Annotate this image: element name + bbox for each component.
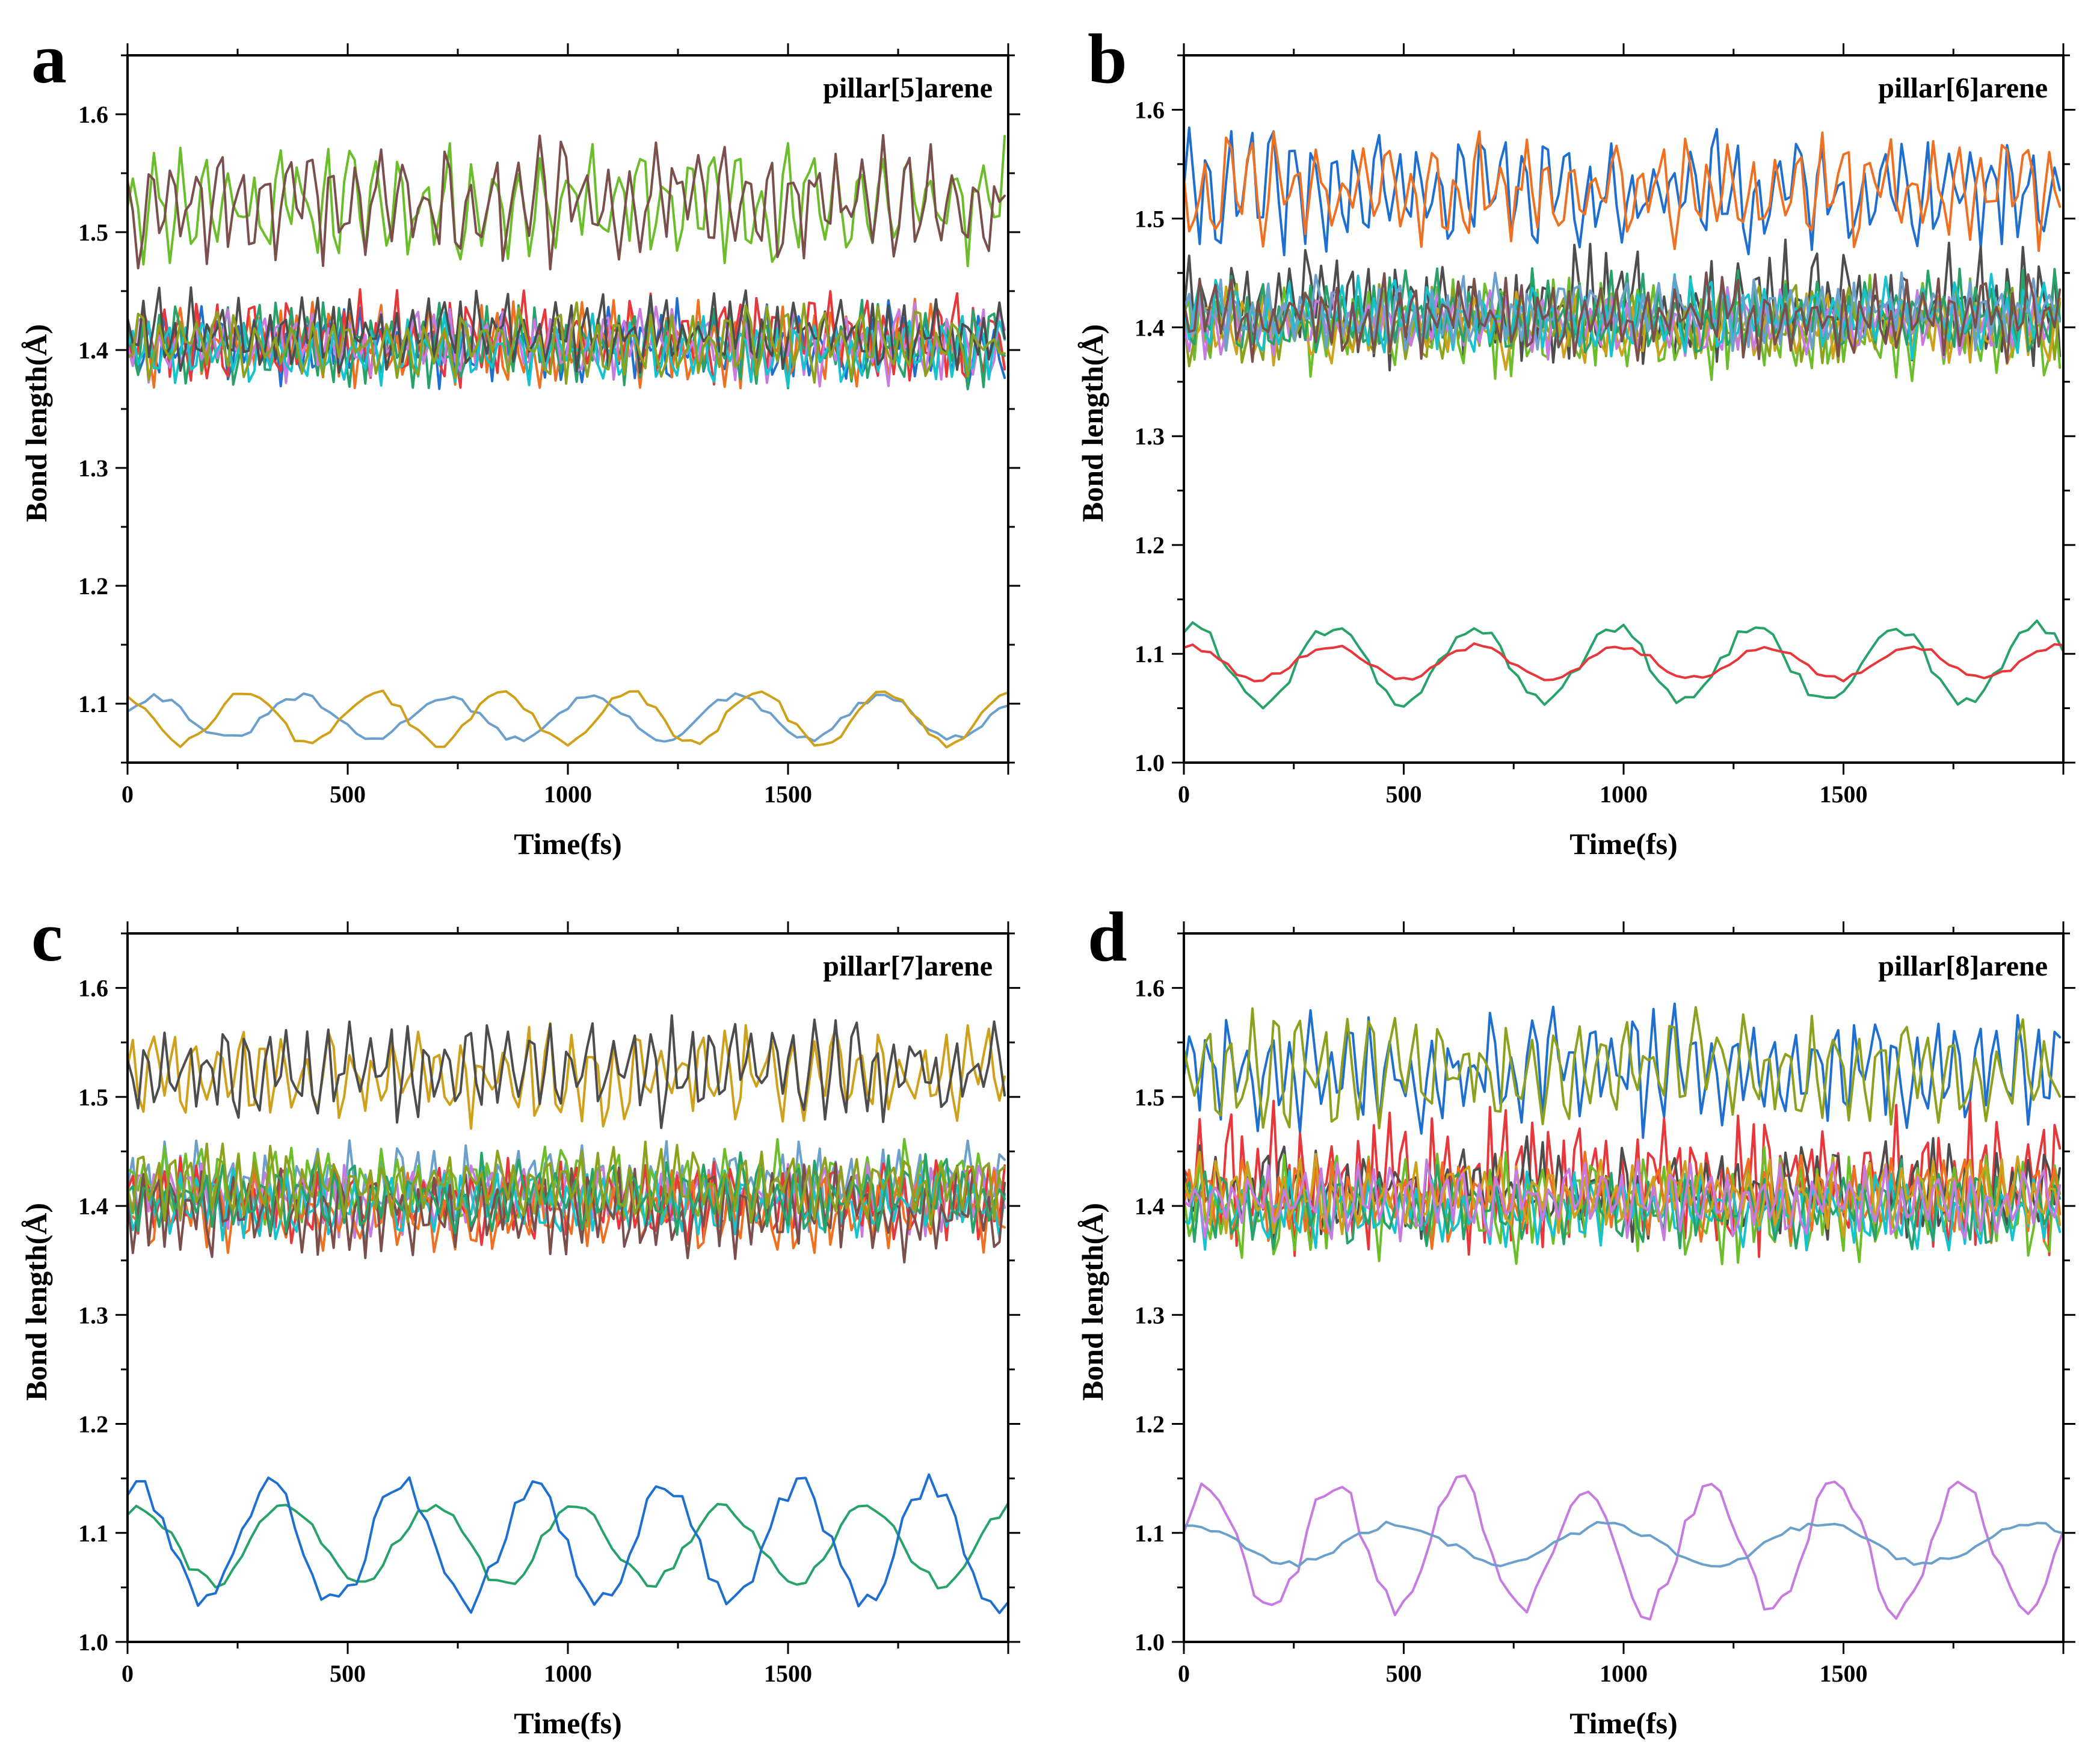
series-line-ar-8: [1184, 1158, 2062, 1243]
series-line-ar-6: [1184, 1158, 2062, 1250]
series-line-c-c-upper-1: [1184, 126, 2062, 257]
y-tick-label: 1.4: [78, 1193, 108, 1220]
y-tick-label: 1.4: [1135, 1193, 1165, 1220]
y-tick-label: 1.2: [1135, 1411, 1165, 1438]
series-line-c-h-2: [128, 689, 1008, 749]
series-line-ar-7: [1184, 1151, 2062, 1238]
series-line-ar-8: [1184, 271, 2062, 352]
y-tick-label: 1.5: [1135, 1084, 1165, 1111]
series-line-c-h-1: [128, 1502, 1008, 1590]
y-tick-label: 1.3: [1135, 1301, 1165, 1329]
panel-title: pillar[6]arene: [1878, 72, 2048, 104]
x-tick-label: 0: [122, 1660, 134, 1687]
x-axis-title: Time(fs): [514, 827, 622, 861]
x-tick-label: 1500: [1820, 1660, 1868, 1687]
y-tick-label: 1.5: [78, 1084, 108, 1111]
y-tick-label: 1.4: [78, 337, 108, 364]
series-line-ar-9: [128, 1140, 1006, 1226]
y-tick-label: 1.3: [1135, 423, 1165, 450]
y-tick-label: 1.4: [1135, 314, 1165, 341]
y-tick-label: 1.3: [78, 455, 108, 482]
x-axis-title: Time(fs): [514, 1706, 622, 1740]
series-line-c-h-2: [1184, 642, 2063, 683]
panel-a: 0 500 1000 1500 1.1 1.2 1.3 1.4 1.5 1.6 Time(fs) Bo…: [19, 19, 1020, 861]
series-line-ar-7: [128, 1162, 1006, 1264]
y-tick-label: 1.0: [1135, 1629, 1165, 1656]
panel-title: pillar[8]arene: [1878, 950, 2048, 982]
y-tick-label: 1.2: [1135, 532, 1165, 559]
x-tick-label: 1000: [544, 781, 592, 808]
x-axis-title: Time(fs): [1569, 827, 1678, 861]
series-line-c-c-upper-2: [1184, 1006, 2062, 1129]
panel-title: pillar[7]arene: [823, 950, 993, 982]
panel-title: pillar[5]arene: [823, 72, 993, 104]
series-line-c-c-upper-1: [128, 1022, 1006, 1130]
y-tick-label: 1.1: [1135, 641, 1165, 668]
plot-frame: [126, 932, 1009, 1643]
x-tick-label: 500: [1386, 781, 1422, 808]
series-line-c-h-1: [1184, 1474, 2063, 1621]
series-line-c-c-upper-2: [128, 1014, 1006, 1129]
panel-b: 0 500 1000 1500 1.0 1.1 1.2 1.3 1.4 1.5 1.6 Time(fs…: [1076, 19, 2075, 861]
x-tick-label: 500: [330, 781, 366, 808]
x-tick-label: 500: [1386, 1660, 1422, 1687]
y-tick-label: 1.2: [78, 1411, 108, 1438]
y-axis-title: Bond length(Å): [19, 324, 53, 522]
y-tick-label: 1.6: [78, 101, 108, 128]
x-tick-label: 1500: [1820, 781, 1868, 808]
series-line-c-h-2: [1184, 1520, 2063, 1568]
series-line-c-c-upper-2: [1184, 130, 2062, 252]
y-tick-label: 1.1: [78, 1520, 108, 1547]
series-group: [128, 1014, 1008, 1614]
series-line-c-c-upper-1: [1184, 1002, 2062, 1139]
x-axis-title: Time(fs): [1569, 1706, 1678, 1740]
y-axis-title: Bond length(Å): [1076, 324, 1109, 522]
y-tick-label: 1.6: [1135, 96, 1165, 123]
series-group: [128, 134, 1008, 749]
x-tick-label: 1000: [1600, 1660, 1648, 1687]
series-line-ar-8: [128, 301, 1006, 385]
panel-letter: c: [31, 897, 63, 976]
panel-letter: a: [31, 19, 67, 98]
x-tick-label: 1500: [764, 781, 812, 808]
y-tick-label: 1.2: [78, 573, 108, 600]
panel-c: 0 500 1000 1500 1.0 1.1 1.2 1.3 1.4 1.5 1.6 Time(fs…: [19, 897, 1020, 1740]
y-tick-label: 1.5: [1135, 205, 1165, 232]
series-line-ar-9: [1184, 271, 2062, 364]
x-tick-label: 1000: [1600, 781, 1648, 808]
series-line-c-h-1: [128, 692, 1008, 743]
panel-letter: d: [1088, 897, 1127, 976]
series-line-c-h-2: [128, 1473, 1008, 1614]
y-tick-label: 1.1: [78, 690, 108, 718]
x-tick-label: 0: [1178, 1660, 1190, 1687]
y-tick-label: 1.6: [1135, 975, 1165, 1002]
series-group: [1184, 126, 2063, 710]
x-tick-label: 0: [1178, 781, 1190, 808]
panel-d: 0 500 1000 1500 1.0 1.1 1.2 1.3 1.4 1.5 1.6 Time(fs…: [1076, 897, 2075, 1740]
y-tick-label: 1.1: [1135, 1520, 1165, 1547]
series-line-ar-8: [128, 1151, 1006, 1236]
y-tick-label: 1.3: [78, 1301, 108, 1329]
y-tick-label: 1.6: [78, 975, 108, 1002]
series-line-c-h-1: [1184, 619, 2063, 710]
y-tick-label: 1.0: [1135, 749, 1165, 776]
x-tick-label: 1000: [544, 1660, 592, 1687]
panel-letter: b: [1088, 19, 1127, 98]
plot-frame: [126, 54, 1009, 764]
y-axis-title: Bond length(Å): [19, 1203, 53, 1401]
x-tick-label: 1500: [764, 1660, 812, 1687]
series-line-ar-6: [128, 1167, 1006, 1243]
x-tick-label: 0: [122, 781, 134, 808]
y-tick-label: 1.5: [78, 219, 108, 246]
series-group: [1184, 1002, 2063, 1621]
y-axis-title: Bond length(Å): [1076, 1203, 1109, 1401]
x-tick-label: 500: [330, 1660, 366, 1687]
y-tick-label: 1.0: [78, 1629, 108, 1656]
series-line-c-c-upper-2: [128, 134, 1006, 271]
